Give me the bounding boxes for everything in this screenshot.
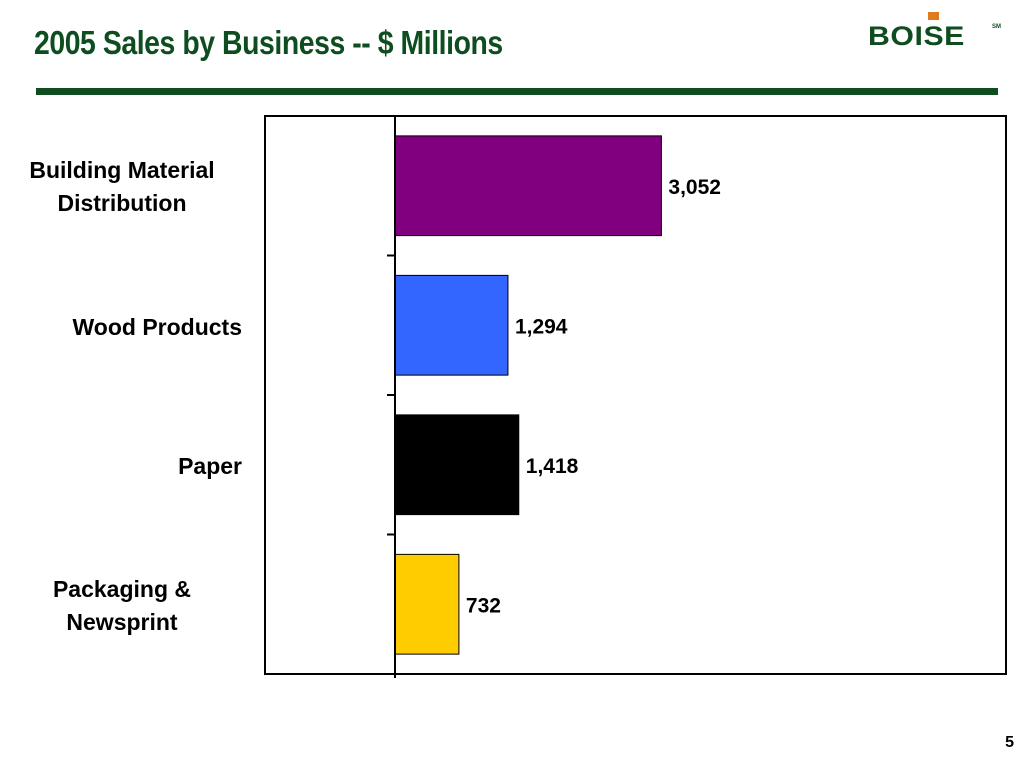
logo-text: BOISE [868,21,965,51]
logo-accent-mark [928,12,939,20]
category-label-packaging: Packaging & Newsprint [52,576,192,635]
category-label-paper: Paper [178,453,242,479]
plot-frame [264,115,1007,675]
bar [394,414,520,516]
bar [394,553,460,655]
category-label-building-material: Building Material Distribution [29,157,215,216]
logo-service-mark: SM [992,24,1001,30]
page-number: 5 [1005,734,1014,751]
page-title: 2005 Sales by Business -- $ Millions [34,24,503,61]
title-divider [36,88,998,95]
category-label-wood-products: Wood Products [72,314,242,340]
bar [394,274,509,376]
data-label: 1,294 [515,315,568,338]
data-label: 732 [466,594,501,617]
boise-logo: BOISE SM [868,12,1001,52]
data-label: 3,052 [668,176,721,199]
data-label: 1,418 [526,455,579,478]
bar [394,135,662,237]
